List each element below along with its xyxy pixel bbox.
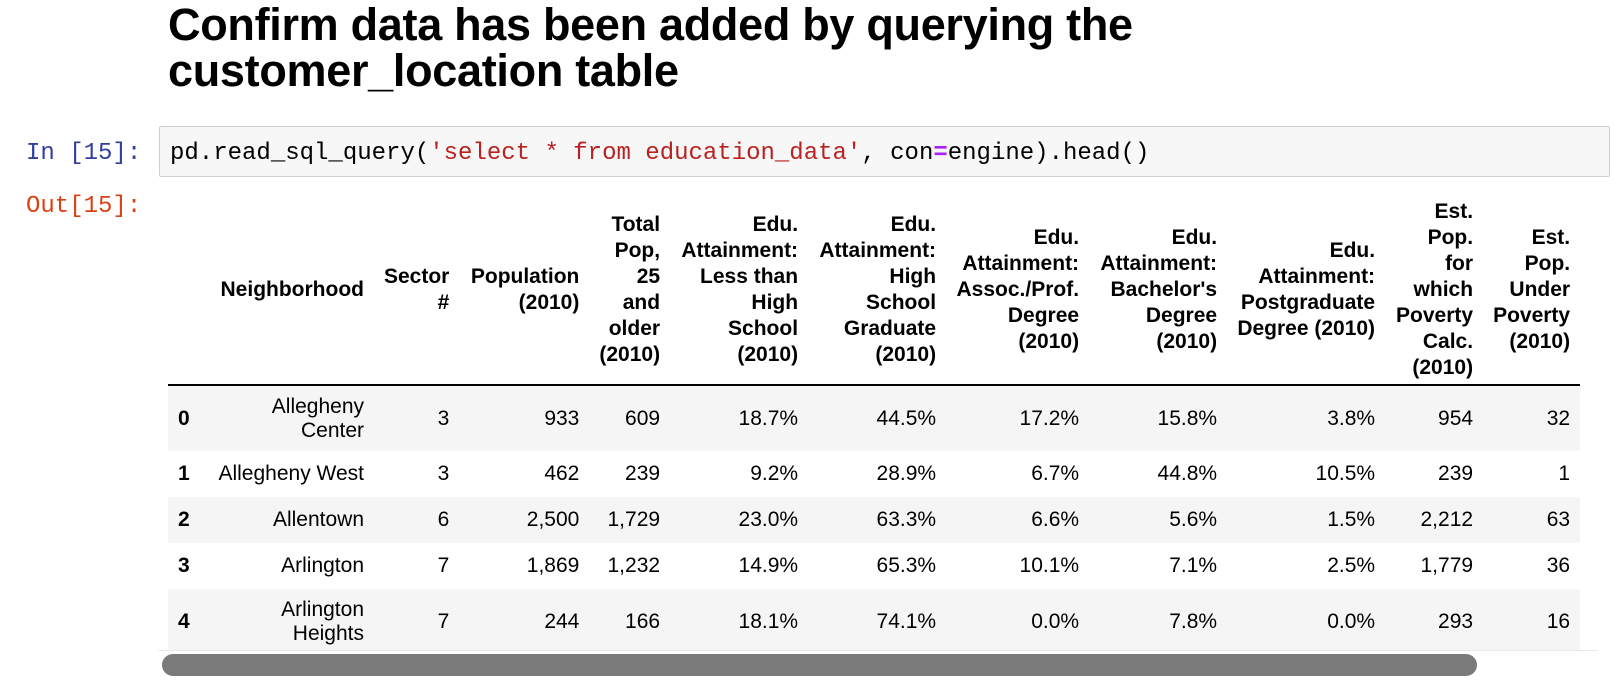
table-cell: 933 bbox=[544, 406, 580, 430]
table-cell: 63 bbox=[1546, 508, 1571, 531]
table-cell: 63.3% bbox=[876, 508, 937, 531]
table-cell: 36 bbox=[1546, 554, 1571, 577]
table-cell: 1,779 bbox=[1420, 554, 1474, 577]
table-cell: Arlington Heights bbox=[281, 598, 364, 645]
code-operator: = bbox=[933, 140, 948, 167]
column-header-total-pop: Total Pop, 25 and older (2010) bbox=[589, 196, 671, 386]
output-prompt: Out[15]: bbox=[26, 193, 142, 220]
table-cell: 3 bbox=[437, 462, 450, 485]
heading-line-2: customer_location table bbox=[168, 45, 679, 96]
horizontal-scrollbar-thumb[interactable] bbox=[162, 654, 1477, 676]
table-cell: 10.1% bbox=[1019, 554, 1080, 577]
column-header-high-school-graduate: Edu. Attainment: High School Graduate (2… bbox=[808, 196, 947, 386]
code-argument: , con bbox=[861, 140, 934, 167]
table-cell: 7 bbox=[437, 610, 450, 633]
table-cell: 1,232 bbox=[607, 554, 661, 577]
table-cell: 5.6% bbox=[1169, 508, 1218, 531]
column-header-less-than-high-school: Edu. Attainment: Less than High School (… bbox=[670, 196, 809, 386]
table-cell: 239 bbox=[1438, 462, 1474, 485]
table-cell: Arlington bbox=[281, 554, 364, 577]
markdown-heading: Confirm data has been added by querying … bbox=[168, 2, 1133, 94]
table-cell: 9.2% bbox=[750, 462, 799, 485]
dataframe-table: Neighborhood Sector # Population (2010) … bbox=[168, 196, 1581, 655]
output-area: Neighborhood Sector # Population (2010) … bbox=[168, 196, 1600, 688]
row-index: 3 bbox=[178, 554, 190, 577]
table-cell: 1.5% bbox=[1327, 508, 1376, 531]
table-cell: 166 bbox=[625, 610, 661, 633]
table-cell: 7.8% bbox=[1169, 610, 1218, 633]
table-cell: 3 bbox=[437, 406, 450, 430]
table-cell: 16 bbox=[1546, 610, 1571, 633]
table-cell: 609 bbox=[625, 406, 661, 430]
table-cell: 6.7% bbox=[1031, 462, 1080, 485]
table-cell: 2.5% bbox=[1327, 554, 1376, 577]
column-header-index bbox=[168, 196, 204, 386]
table-cell: 15.8% bbox=[1157, 406, 1218, 430]
heading-line-1: Confirm data has been added by querying … bbox=[168, 0, 1133, 50]
table-row: 2 Allentown 6 2,500 1,729 23.0% 63.3% 6.… bbox=[168, 497, 1581, 543]
table-cell: 17.2% bbox=[1019, 406, 1080, 430]
table-row: 1 Allegheny West 3 462 239 9.2% 28.9% 6.… bbox=[168, 451, 1580, 497]
table-cell: Allegheny West bbox=[218, 462, 364, 485]
input-prompt: In [15]: bbox=[26, 140, 142, 167]
table-cell: 7.1% bbox=[1169, 554, 1218, 577]
table-cell: 293 bbox=[1438, 610, 1474, 633]
header-row: Neighborhood Sector # Population (2010) … bbox=[168, 196, 1581, 386]
code-string-literal: 'select * from education_data' bbox=[429, 140, 862, 167]
table-cell: 44.5% bbox=[876, 406, 937, 430]
column-header-under-poverty: Est. Pop. Under Poverty (2010) bbox=[1483, 196, 1581, 386]
column-header-bachelors-degree: Edu. Attainment: Bachelor's Degree (2010… bbox=[1089, 196, 1228, 386]
column-header-postgraduate-degree: Edu. Attainment: Postgraduate Degree (20… bbox=[1227, 196, 1386, 386]
table-cell: 7 bbox=[437, 554, 450, 577]
table-cell: 1,869 bbox=[526, 554, 580, 577]
table-cell: 65.3% bbox=[876, 554, 937, 577]
table-cell: 18.7% bbox=[738, 406, 799, 430]
table-cell: 23.0% bbox=[738, 508, 799, 531]
table-cell: 0.0% bbox=[1031, 610, 1080, 633]
table-cell: 462 bbox=[544, 462, 580, 485]
code-function: pd.read_sql_query( bbox=[170, 140, 430, 167]
table-cell: 44.8% bbox=[1157, 462, 1218, 485]
table-row: 0 Allegheny Center 3 933 609 18.7% 44.5%… bbox=[168, 385, 1581, 451]
column-header-sector: Sector # bbox=[374, 196, 460, 386]
table-cell: 74.1% bbox=[876, 610, 937, 633]
table-cell: 6 bbox=[437, 508, 450, 531]
table-cell: 18.1% bbox=[738, 610, 799, 633]
table-row: 4 Arlington Heights 7 244 166 18.1% 74.1… bbox=[168, 589, 1581, 655]
table-cell: 244 bbox=[544, 610, 580, 633]
table-cell: 1 bbox=[1558, 462, 1571, 485]
table-cell: 6.6% bbox=[1031, 508, 1080, 531]
table-cell: 239 bbox=[625, 462, 661, 485]
table-cell: 32 bbox=[1546, 406, 1571, 430]
code-line[interactable]: pd.read_sql_query('select * from educati… bbox=[170, 140, 1149, 167]
table-cell: 2,212 bbox=[1420, 508, 1474, 531]
row-index: 1 bbox=[178, 462, 190, 485]
table-cell: 10.5% bbox=[1315, 462, 1376, 485]
table-row: 3 Arlington 7 1,869 1,232 14.9% 65.3% 10… bbox=[168, 543, 1580, 589]
code-rest: engine).head() bbox=[947, 140, 1150, 167]
row-index: 0 bbox=[178, 406, 190, 430]
table-cell: 28.9% bbox=[876, 462, 937, 485]
table-cell: 14.9% bbox=[738, 554, 799, 577]
table-cell: Allentown bbox=[272, 508, 364, 531]
column-header-population: Population (2010) bbox=[459, 196, 590, 386]
column-header-poverty-calc: Est. Pop. for which Poverty Calc. (2010) bbox=[1385, 196, 1484, 386]
table-cell: 3.8% bbox=[1327, 406, 1376, 430]
table-cell: 0.0% bbox=[1327, 610, 1376, 633]
column-header-neighborhood: Neighborhood bbox=[204, 196, 374, 386]
row-index: 2 bbox=[178, 508, 190, 531]
column-header-assoc-prof-degree: Edu. Attainment: Assoc./Prof. Degree (20… bbox=[946, 196, 1090, 386]
table-cell: 954 bbox=[1438, 406, 1474, 430]
table-cell: 2,500 bbox=[526, 508, 580, 531]
table-cell: 1,729 bbox=[607, 508, 661, 531]
code-cell-input[interactable]: pd.read_sql_query('select * from educati… bbox=[159, 126, 1610, 177]
table-cell: Allegheny Center bbox=[271, 394, 364, 442]
row-index: 4 bbox=[178, 610, 190, 633]
